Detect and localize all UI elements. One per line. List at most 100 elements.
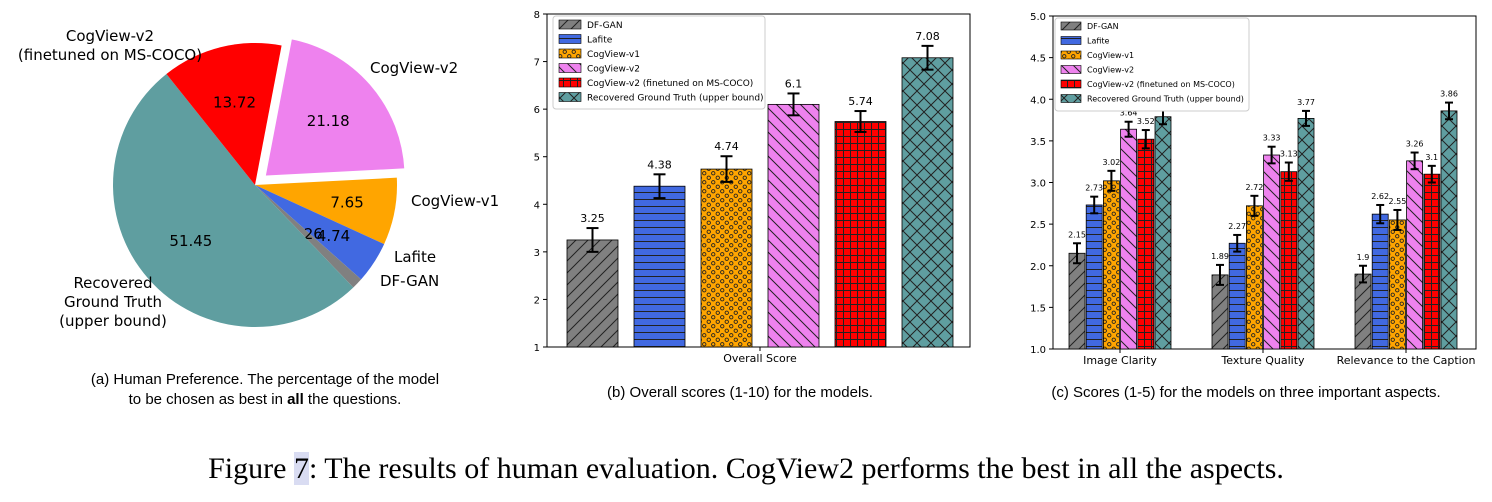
bar-value-label: 3.86 [1440,90,1458,99]
figure-caption: Figure 7: The results of human evaluatio… [208,452,1284,485]
legend-label: DF-GAN [587,21,623,31]
legend-label: CogView-v2 [1087,66,1134,75]
bar-value-label: 3.13 [1280,150,1298,159]
y-tick-label: 1 [534,343,540,354]
x-tick-label: Overall Score [723,352,797,365]
y-tick-label: 2 [534,295,540,306]
y-tick-label: 4.0 [1030,95,1046,106]
pie-slice-cogview-v1 [255,177,397,245]
aspect-score-chart: 1.0 1.5 2.0 2.5 3.0 3.5 4.0 4.5 5.0 2.15 2.73 3.02 3… [1030,12,1477,367]
legend-swatch-hatch [1060,50,1082,60]
bar-hatch [1154,116,1172,350]
pie-slice-cogview-v2-finetuned-on-ms-coco [166,43,282,185]
bar-hatch [1103,180,1120,350]
y-tick-label: 3.5 [1030,137,1046,148]
legend-label: CogView-v2 (finetuned on MS-COCO) [587,79,753,89]
bar-value-label: 3.26 [1406,140,1424,149]
pie-outer-label: Recovered [73,274,152,292]
bar-hatch [700,168,753,348]
bar-value-label: 3.77 [1297,98,1315,107]
y-tick-label: 3 [534,248,540,259]
pie-outer-label: CogView-v2 [370,59,458,77]
bar-hatch [1228,242,1246,350]
bar-hatch [1120,128,1137,350]
x-tick-label: Texture Quality [1220,354,1305,367]
bar-hatch [1263,154,1280,350]
legend-label: Recovered Ground Truth (upper bound) [587,94,764,104]
legend-box [552,15,766,110]
pie-outer-label: CogView-v2 [66,27,154,45]
figure-ref-link[interactable]: 7 [293,452,309,485]
bar-hatch [901,57,954,348]
pie-outer-label: Ground Truth [64,293,162,311]
legend-swatch-hatch [558,77,582,88]
legend-swatch-hatch [1060,36,1082,45]
pie-value-label: 21.18 [307,112,350,130]
legend-label: CogView-v1 [587,50,640,60]
pie-outer-label: (finetuned on MS-COCO) [18,46,202,64]
bar-value-label: 2.62 [1371,192,1389,201]
bar-value-label: 3.52 [1137,117,1155,126]
bar-value-label: 1.9 [1357,253,1370,262]
pie-value-label: 13.72 [213,93,256,111]
bar-hatch [1406,160,1423,350]
legend-label: Lafite [587,36,613,46]
bar-value-label: 5.74 [848,95,873,108]
bar-value-label: 4.74 [714,140,739,153]
bar-hatch [566,239,619,348]
bar-value-label: 2.55 [1388,197,1406,206]
y-tick-label: 2.0 [1030,262,1046,273]
bar-hatch [1211,274,1229,350]
y-tick-label: 3.0 [1030,179,1046,190]
legend-label: CogView-v2 [587,65,640,75]
legend-swatch-hatch [1060,65,1082,74]
bar-value-label: 7.08 [915,30,940,43]
legend-swatch-hatch [1060,94,1082,103]
bar-hatch [1354,273,1372,350]
bar-hatch [1371,213,1389,350]
y-tick-label: 1.5 [1030,303,1046,314]
caption-c: (c) Scores (1-5) for the models on three… [1051,384,1441,401]
pie-value-label: 7.65 [330,194,363,212]
legend-swatch-hatch [558,19,582,30]
bar-hatch [633,185,686,348]
pie-outer-label: DF-GAN [380,272,439,290]
y-tick-label: 7 [534,58,540,69]
pie-slice-recovered-ground-truth-upper-bound [112,74,354,328]
caption-b: (b) Overall scores (1-10) for the models… [607,384,873,401]
bar-hatch [767,103,820,348]
bar-hatch [1085,204,1103,350]
x-tick-label: Image Clarity [1083,354,1157,367]
legend-swatch-hatch [558,63,582,73]
bar-value-label: 3.64 [1120,109,1138,118]
legend-swatch-hatch [1060,79,1082,89]
bar-value-label: 3.33 [1263,134,1281,143]
bar-value-label: 2.72 [1245,183,1263,192]
bar-hatch [1280,171,1298,350]
pie-value-label: 51.45 [169,232,212,250]
legend-swatch-hatch [1060,21,1082,31]
pie-slice-cogview-v2 [262,35,408,179]
caption-a: (a) Human Preference. The percentage of … [90,371,440,408]
bar-hatch [1440,110,1458,350]
bar-hatch [1068,252,1086,350]
legend-label: Lafite [1087,37,1110,46]
bar-hatch [1389,219,1406,350]
bar-hatch [834,121,887,348]
bar-value-label: 1.89 [1211,252,1229,261]
plot-frame [546,13,971,348]
y-tick-label: 4 [534,200,540,211]
bar-hatch [1137,138,1155,350]
legend-label: DF-GAN [1087,22,1119,31]
overall-score-chart: 1 2 3 4 5 6 7 8 3.25 4.38 4.74 6.1 5.74 7.08 Overall S… [534,10,971,365]
y-tick-label: 2.5 [1030,220,1046,231]
bar-value-label: 3.25 [580,212,605,225]
legend-swatch-hatch [558,92,582,102]
bar-value-label: 3.1 [1425,153,1438,162]
y-tick-label: 6 [534,105,540,116]
bar-value-label: 4.38 [647,158,672,171]
bar-value-label: 3.02 [1102,158,1120,167]
pie-chart: 21.187.654.741.2651.4513.72CogView-v2Cog… [18,27,499,330]
bar-hatch [1297,117,1315,350]
